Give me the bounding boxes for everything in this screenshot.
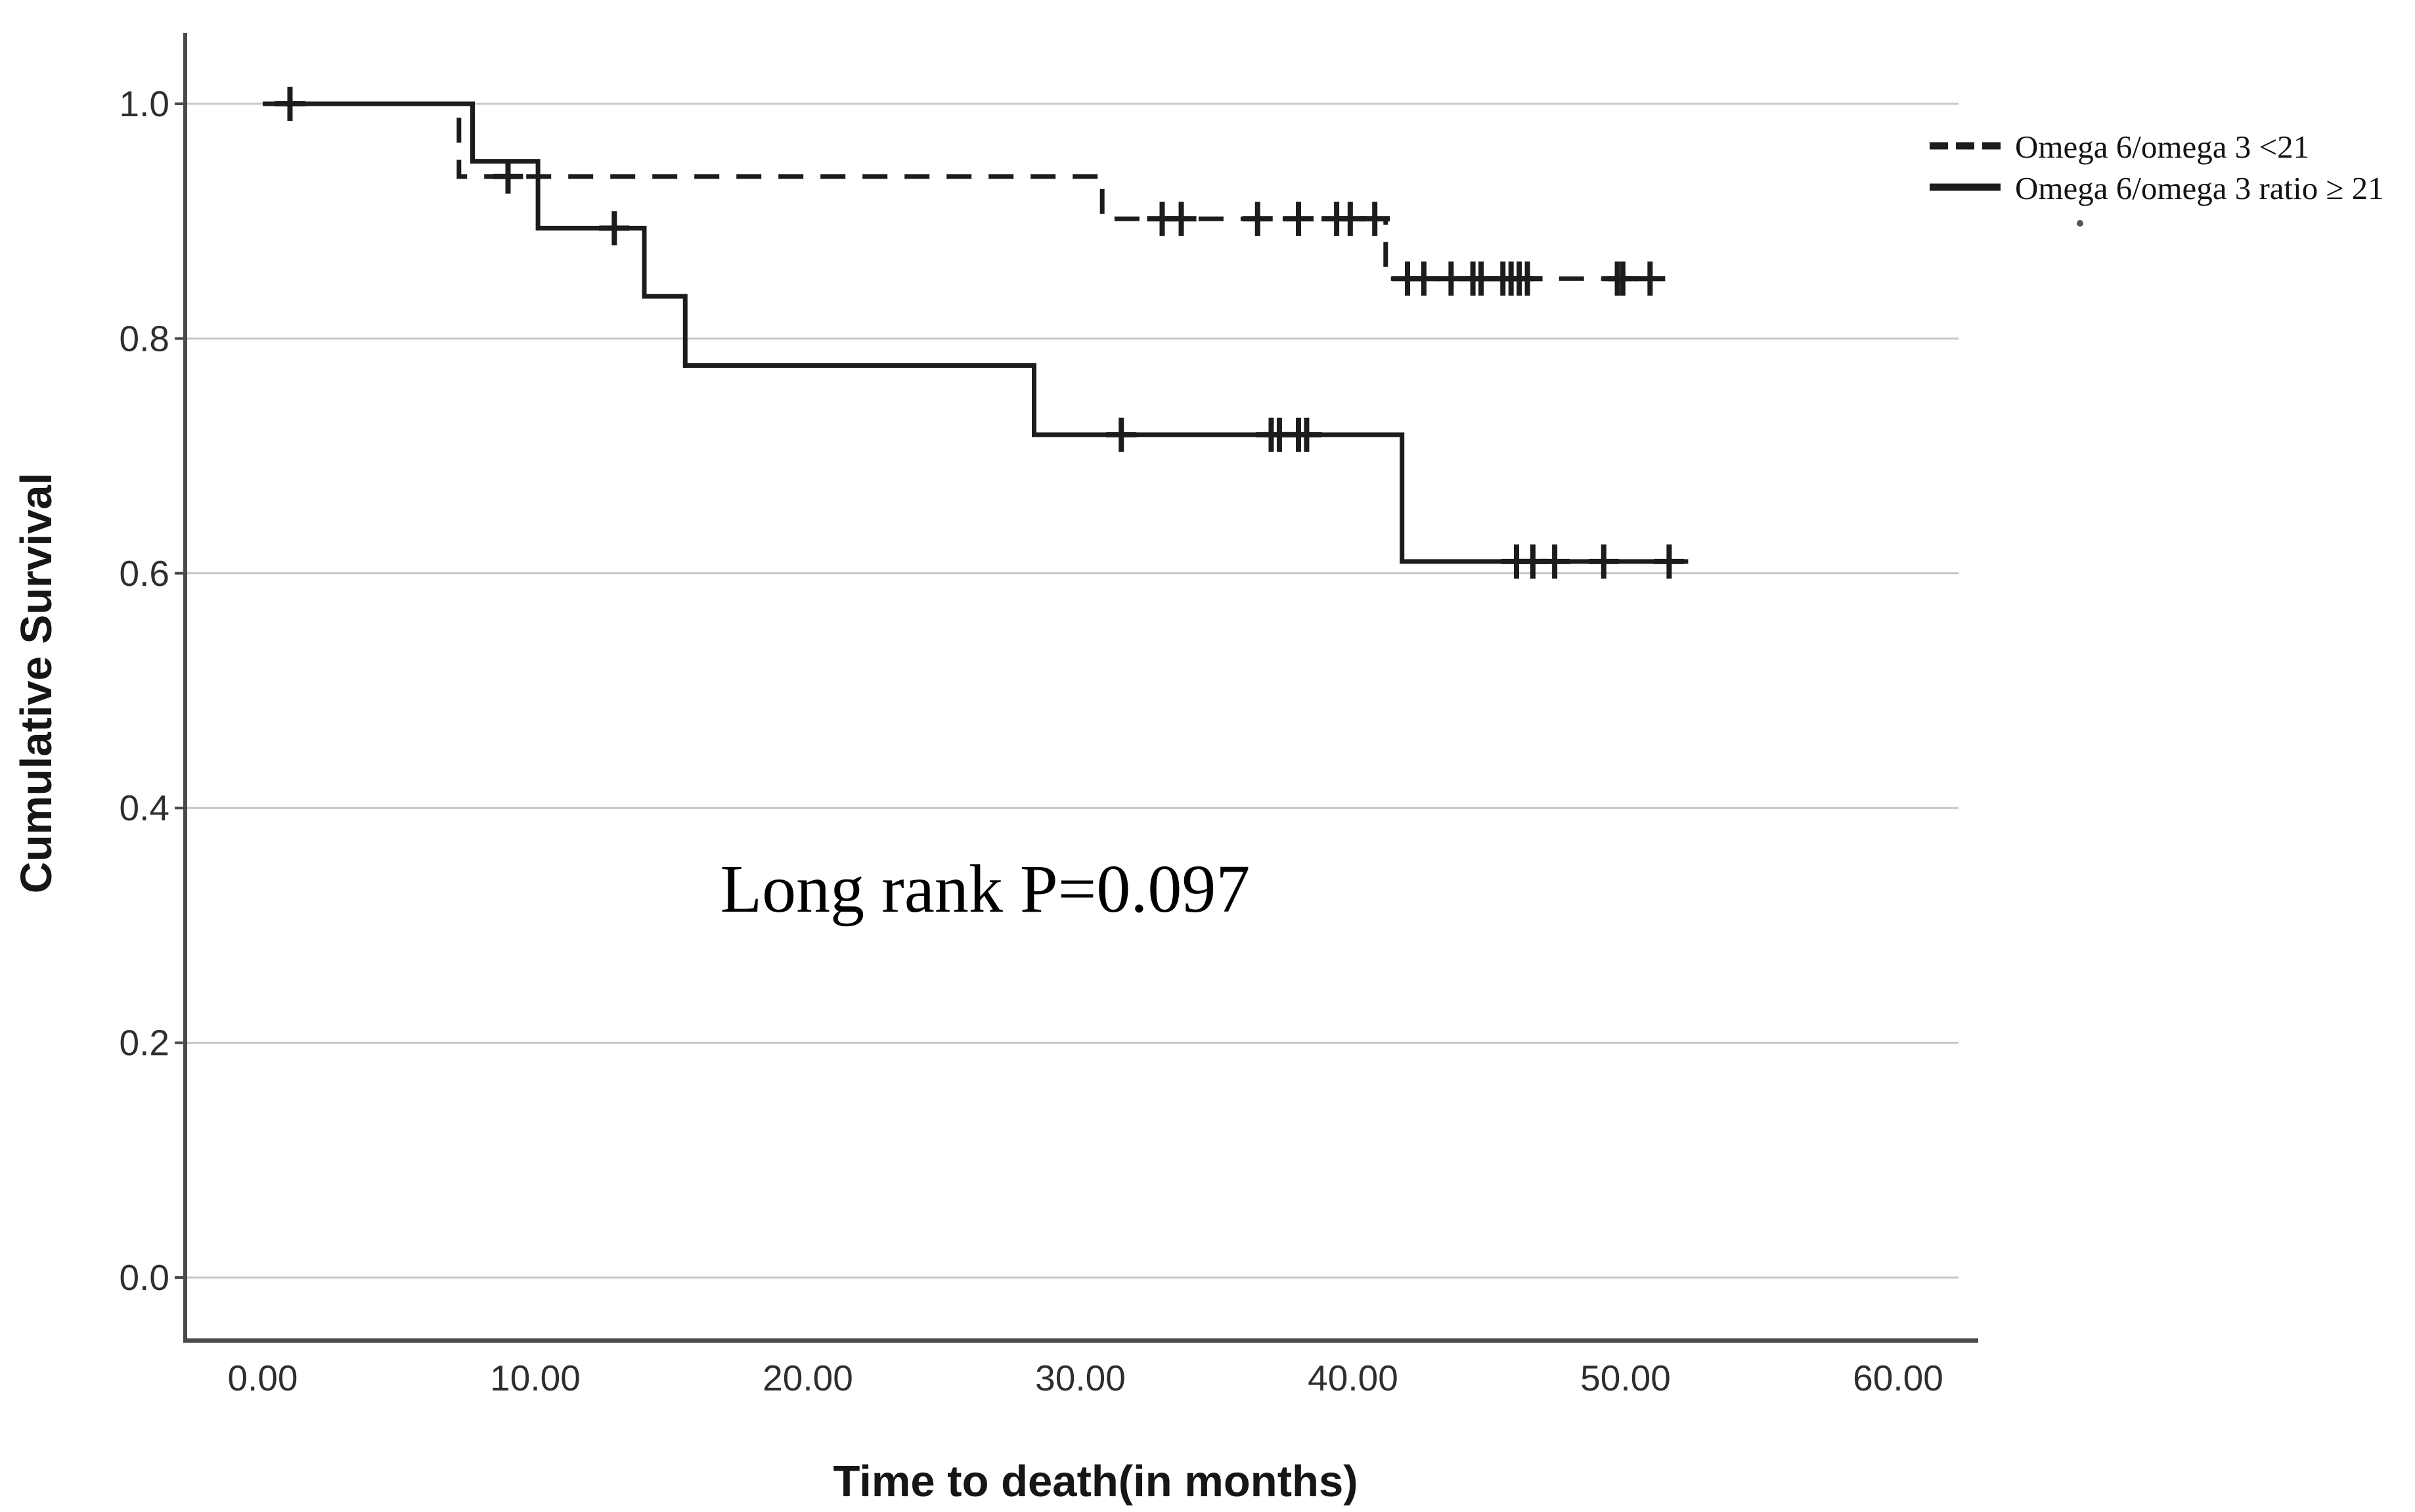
- x-tick-label: 10.00: [490, 1358, 581, 1398]
- x-tick-labels: 0.00 10.00 20.00 30.00 40.00 50.00 60.00: [227, 1358, 1943, 1398]
- x-tick-label: 40.00: [1308, 1358, 1398, 1398]
- censor-mark: [493, 159, 523, 194]
- y-tick-label: 0.2: [120, 1023, 169, 1063]
- censor-mark: [275, 87, 305, 121]
- censor-mark: [1588, 544, 1619, 579]
- stray-dot-artifact: [2077, 220, 2083, 227]
- gridlines: [175, 102, 1959, 1279]
- y-tick-label: 0.4: [120, 788, 169, 828]
- y-tick-label: 0.8: [120, 318, 169, 359]
- censor-mark: [1635, 261, 1666, 296]
- x-tick-label: 20.00: [763, 1358, 853, 1398]
- censor-mark: [1106, 417, 1137, 452]
- x-axis-title: Time to death(in months): [833, 1457, 1358, 1506]
- censor-marks: [275, 87, 1685, 579]
- survival-curve-solid: [263, 101, 1689, 564]
- survival-curves: [263, 101, 1689, 564]
- legend: Omega 6/omega 3 <21 Omega 6/omega 3 rati…: [1930, 129, 2384, 206]
- x-tick-label: 60.00: [1853, 1358, 1943, 1398]
- y-tick-labels: 1.0 0.8 0.6 0.4 0.2 0.0: [120, 83, 169, 1298]
- y-tick-label: 1.0: [120, 83, 169, 124]
- log-rank-annotation: Long rank P=0.097: [720, 851, 1251, 927]
- y-axis-title: Cumulative Survival: [12, 473, 61, 893]
- censor-mark: [1360, 202, 1390, 236]
- censor-mark: [1654, 544, 1685, 579]
- legend-label-dashed: Omega 6/omega 3 <21: [2015, 129, 2309, 165]
- censor-mark: [1512, 261, 1543, 296]
- censor-mark: [1607, 261, 1638, 296]
- censor-mark: [1283, 202, 1314, 236]
- censor-mark: [1540, 544, 1570, 579]
- censor-mark: [599, 211, 630, 246]
- y-tick-label: 0.6: [120, 553, 169, 594]
- censor-mark: [1242, 202, 1273, 236]
- x-tick-label: 0.00: [227, 1358, 298, 1398]
- censor-mark: [1166, 202, 1197, 236]
- x-tick-label: 30.00: [1035, 1358, 1126, 1398]
- survival-curve-dashed: [263, 101, 1664, 281]
- legend-label-solid: Omega 6/omega 3 ratio ≥ 21: [2015, 170, 2384, 206]
- censor-mark: [1408, 261, 1439, 296]
- x-tick-label: 50.00: [1580, 1358, 1671, 1398]
- censor-mark: [1291, 417, 1322, 452]
- y-tick-label: 0.0: [120, 1257, 169, 1298]
